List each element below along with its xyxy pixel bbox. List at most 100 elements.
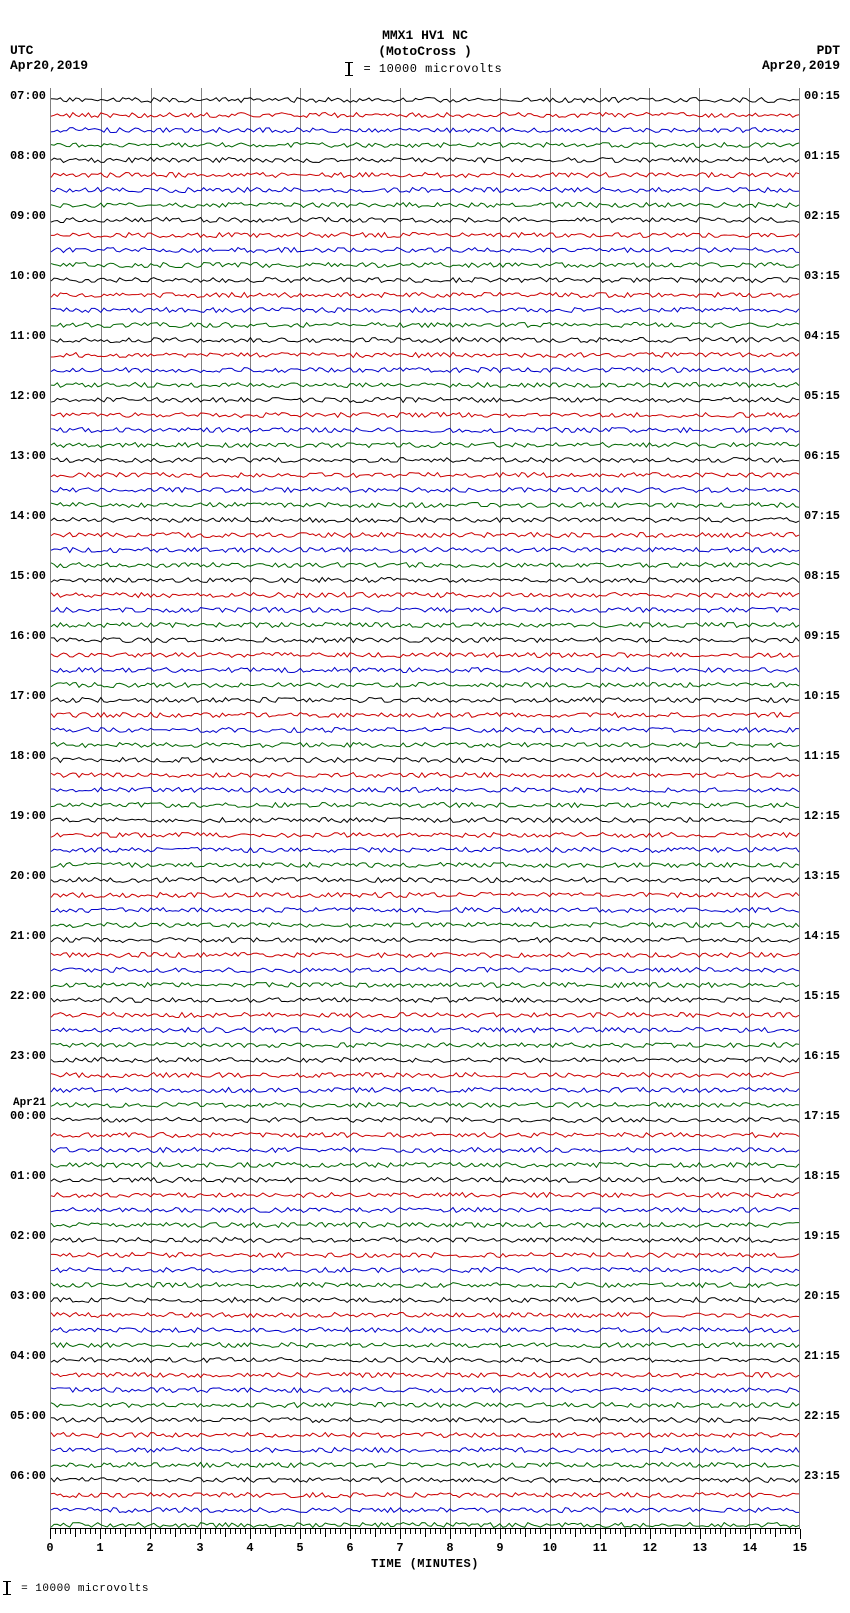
right-time-axis: 00:1501:1502:1503:1504:1505:1506:1507:15… — [802, 88, 850, 1528]
x-tick-minor — [295, 1529, 296, 1534]
right-hour-label: 14:15 — [804, 930, 840, 942]
x-tick-minor — [155, 1529, 156, 1534]
x-tick-minor — [715, 1529, 716, 1534]
x-tick-minor — [455, 1529, 456, 1534]
x-tick-major — [300, 1529, 301, 1539]
x-tick-minor — [70, 1529, 71, 1534]
seismogram-trace — [51, 1173, 799, 1179]
seismogram-trace — [51, 1008, 799, 1014]
x-tick-minor — [270, 1529, 271, 1534]
x-tick-minor — [360, 1529, 361, 1534]
seismogram-trace — [51, 528, 799, 534]
x-tick-minor — [475, 1529, 476, 1537]
x-tick-minor — [115, 1529, 116, 1534]
x-tick-minor — [410, 1529, 411, 1534]
seismogram-trace — [51, 303, 799, 309]
station-header: MMX1 HV1 NC (MotoCross ) — [0, 28, 850, 59]
seismogram-trace — [51, 108, 799, 114]
seismogram-trace — [51, 708, 799, 714]
seismogram-trace — [51, 198, 799, 204]
right-hour-label: 07:15 — [804, 510, 840, 522]
seismogram-trace — [51, 843, 799, 849]
x-tick-major — [750, 1529, 751, 1539]
x-tick-minor — [705, 1529, 706, 1534]
left-hour-label: 03:00 — [10, 1290, 46, 1302]
x-tick-major — [700, 1529, 701, 1539]
x-tick-label: 4 — [246, 1541, 253, 1555]
x-tick-minor — [205, 1529, 206, 1534]
x-tick-major — [350, 1529, 351, 1539]
x-tick-minor — [495, 1529, 496, 1534]
left-hour-label: 00:00 — [10, 1110, 46, 1122]
x-tick-minor — [420, 1529, 421, 1534]
seismogram-trace — [51, 678, 799, 684]
x-tick-minor — [315, 1529, 316, 1534]
x-tick-minor — [335, 1529, 336, 1534]
seismogram-trace — [51, 138, 799, 144]
right-hour-label: 20:15 — [804, 1290, 840, 1302]
x-tick-minor — [585, 1529, 586, 1534]
seismogram-trace — [51, 573, 799, 579]
x-tick-minor — [325, 1529, 326, 1537]
seismogram-trace — [51, 828, 799, 834]
x-tick-minor — [605, 1529, 606, 1534]
seismogram-trace — [51, 1143, 799, 1149]
x-tick-minor — [65, 1529, 66, 1534]
x-tick-minor — [235, 1529, 236, 1534]
x-tick-minor — [565, 1529, 566, 1534]
x-tick-label: 8 — [446, 1541, 453, 1555]
x-tick-major — [800, 1529, 801, 1539]
right-hour-label: 06:15 — [804, 450, 840, 462]
x-tick-label: 3 — [196, 1541, 203, 1555]
x-tick-minor — [615, 1529, 616, 1534]
seismogram-trace — [51, 648, 799, 654]
x-tick-minor — [80, 1529, 81, 1534]
x-tick-minor — [485, 1529, 486, 1534]
seismogram-trace — [51, 273, 799, 279]
scale-text: = 10000 microvolts — [364, 62, 503, 76]
seismogram-trace — [51, 858, 799, 864]
right-hour-label: 13:15 — [804, 870, 840, 882]
seismogram-trace — [51, 1503, 799, 1509]
seismogram-trace — [51, 93, 799, 99]
x-tick-minor — [590, 1529, 591, 1534]
right-hour-label: 12:15 — [804, 810, 840, 822]
x-tick-minor — [720, 1529, 721, 1534]
x-tick-label: 2 — [146, 1541, 153, 1555]
scale-legend: = 10000 microvolts — [0, 62, 850, 76]
x-axis-title: TIME (MINUTES) — [0, 1557, 850, 1571]
seismogram-trace — [51, 1278, 799, 1284]
left-hour-label: 07:00 — [10, 90, 46, 102]
x-tick-minor — [740, 1529, 741, 1534]
x-tick-minor — [170, 1529, 171, 1534]
left-hour-label: 09:00 — [10, 210, 46, 222]
x-tick-minor — [415, 1529, 416, 1534]
x-tick-minor — [260, 1529, 261, 1534]
x-tick-major — [200, 1529, 201, 1539]
tz-right-tz: PDT — [762, 44, 840, 59]
x-tick-minor — [375, 1529, 376, 1537]
x-tick-minor — [230, 1529, 231, 1534]
seismogram-trace — [51, 183, 799, 189]
left-hour-label: 17:00 — [10, 690, 46, 702]
seismogram-trace — [51, 1098, 799, 1104]
seismogram-trace — [51, 1308, 799, 1314]
x-tick-minor — [465, 1529, 466, 1534]
seismogram-trace — [51, 933, 799, 939]
x-tick-major — [450, 1529, 451, 1539]
x-tick-minor — [185, 1529, 186, 1534]
x-tick-label: 10 — [543, 1541, 557, 1555]
x-tick-minor — [55, 1529, 56, 1534]
x-tick-major — [550, 1529, 551, 1539]
tz-left-date: Apr20,2019 — [10, 59, 88, 74]
seismogram-trace — [51, 1068, 799, 1074]
seismogram-trace — [51, 1458, 799, 1464]
left-hour-label: 21:00 — [10, 930, 46, 942]
seismogram-trace — [51, 363, 799, 369]
seismogram-trace — [51, 318, 799, 324]
x-tick-major — [600, 1529, 601, 1539]
left-hour-label: 11:00 — [10, 330, 46, 342]
x-tick-minor — [265, 1529, 266, 1534]
seismogram-trace — [51, 783, 799, 789]
right-hour-label: 10:15 — [804, 690, 840, 702]
